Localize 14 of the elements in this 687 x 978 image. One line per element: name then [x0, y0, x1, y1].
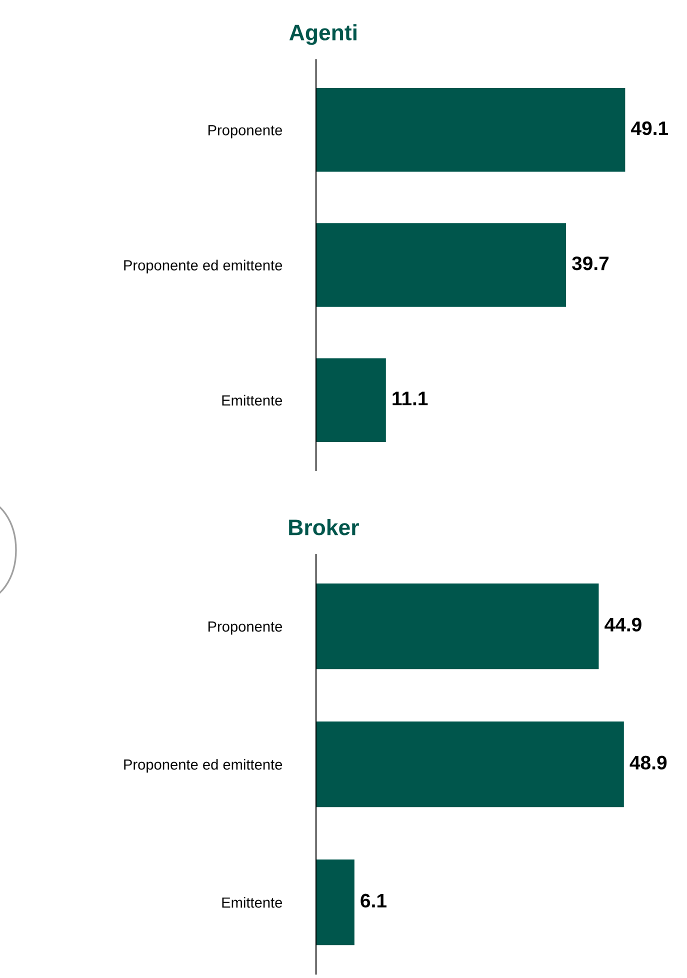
y-tick-label: Proponente ed emittente — [124, 260, 282, 274]
y-tick-label: Emittente — [222, 897, 282, 908]
y-tick-label: Proponente ed emittente — [124, 759, 282, 773]
y-tick-label: Emittente — [222, 394, 282, 406]
data-label: 48.9 — [630, 756, 667, 770]
data-label: 44.9 — [604, 618, 642, 632]
data-label: 49.1 — [631, 121, 668, 136]
chart-title: Agenti — [289, 24, 356, 45]
data-label: 6.1 — [360, 894, 386, 908]
y-tick-label: Proponente — [208, 622, 282, 635]
chart-title: Broker — [289, 518, 359, 536]
data-label: 11.1 — [392, 392, 428, 406]
y-tick-label: Proponente — [208, 125, 282, 138]
data-label: 39.7 — [572, 256, 609, 270]
